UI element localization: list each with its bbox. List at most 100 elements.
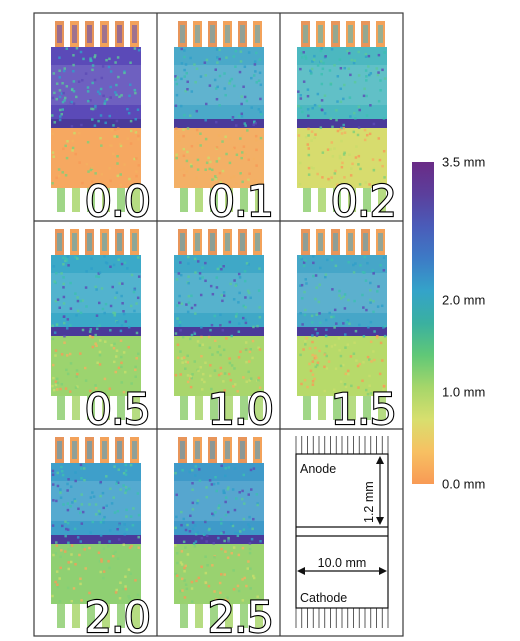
speckle xyxy=(89,328,92,331)
speckle xyxy=(90,180,94,183)
speckle xyxy=(99,570,102,574)
speckle xyxy=(51,363,55,367)
bottom-tab xyxy=(255,396,263,420)
speckle xyxy=(103,515,106,519)
speckle xyxy=(198,344,202,347)
speckle xyxy=(330,345,334,348)
speckle xyxy=(316,361,320,364)
width-arrow-head-left xyxy=(297,567,305,575)
speckle xyxy=(183,596,187,599)
speckle xyxy=(376,305,380,308)
speckle xyxy=(52,376,55,380)
speckle xyxy=(215,146,219,149)
speckle xyxy=(362,334,366,338)
speckle xyxy=(83,548,86,551)
speckle xyxy=(187,281,190,285)
bottom-tab xyxy=(318,396,326,420)
speckle xyxy=(233,467,237,470)
speckle xyxy=(339,100,343,104)
speckle xyxy=(346,318,350,322)
speckle xyxy=(109,304,113,308)
speckle xyxy=(197,369,200,373)
speckle xyxy=(132,290,136,294)
speckle xyxy=(368,384,371,387)
speckle xyxy=(301,110,304,114)
speckle xyxy=(180,510,183,514)
speckle xyxy=(311,60,314,63)
speckle xyxy=(69,307,73,310)
speckle xyxy=(335,109,338,112)
speckle xyxy=(333,172,337,175)
speckle xyxy=(184,360,188,363)
speckle xyxy=(332,315,336,319)
tab-speckle xyxy=(72,25,77,43)
speckle xyxy=(72,89,76,93)
tab-speckle xyxy=(333,25,338,43)
speckle xyxy=(110,343,113,347)
speckle xyxy=(130,273,134,277)
speckle xyxy=(215,160,219,163)
speckle xyxy=(213,314,217,318)
speckle xyxy=(60,469,64,473)
speckle xyxy=(238,291,241,295)
speckle xyxy=(341,161,344,165)
speckle xyxy=(239,172,242,175)
separator-band xyxy=(51,327,141,336)
speckle xyxy=(201,276,204,279)
speckle xyxy=(55,570,59,573)
speckle xyxy=(321,176,324,179)
speckle xyxy=(62,282,65,286)
bottom-tab xyxy=(240,604,248,628)
speckle xyxy=(340,139,343,143)
speckle xyxy=(224,598,227,602)
separator-band xyxy=(174,327,264,336)
speckle xyxy=(330,141,334,144)
speckle xyxy=(215,97,219,101)
speckle xyxy=(340,165,344,169)
speckle xyxy=(213,369,217,372)
speckle xyxy=(182,167,186,171)
speckle xyxy=(188,114,192,117)
speckle xyxy=(228,361,232,365)
speckle xyxy=(382,269,386,272)
speckle xyxy=(247,158,251,162)
speckle xyxy=(107,65,111,69)
speckle xyxy=(246,180,249,184)
speckle xyxy=(249,468,253,472)
speckle xyxy=(88,546,91,550)
speckle xyxy=(174,332,178,335)
speckle xyxy=(176,356,180,360)
speckle xyxy=(348,153,351,157)
speckle xyxy=(372,122,376,126)
speckle xyxy=(185,170,189,173)
speckle xyxy=(216,267,220,271)
speckle xyxy=(338,349,341,352)
speckle xyxy=(357,163,360,166)
speckle xyxy=(234,65,237,68)
speckle xyxy=(244,152,247,156)
speckle xyxy=(347,261,350,264)
bottom-tab xyxy=(255,604,263,628)
speckle xyxy=(303,290,306,294)
speckle xyxy=(259,539,262,543)
speckle xyxy=(199,366,202,369)
speckle xyxy=(258,386,262,389)
speckle xyxy=(176,131,179,134)
speckle xyxy=(94,104,97,108)
tab-speckle xyxy=(57,25,62,43)
speckle xyxy=(253,63,257,66)
bottom-tab xyxy=(210,188,218,212)
speckle xyxy=(191,521,195,524)
speckle xyxy=(372,350,375,353)
speckle xyxy=(324,55,327,58)
speckle xyxy=(354,329,358,333)
speckle xyxy=(382,256,386,259)
speckle xyxy=(137,513,141,517)
speckle xyxy=(115,480,119,483)
speckle xyxy=(66,508,70,512)
speckle xyxy=(211,168,214,172)
speckle xyxy=(64,534,67,538)
speckle xyxy=(247,263,250,266)
speckle xyxy=(300,297,304,300)
speckle xyxy=(64,173,68,177)
